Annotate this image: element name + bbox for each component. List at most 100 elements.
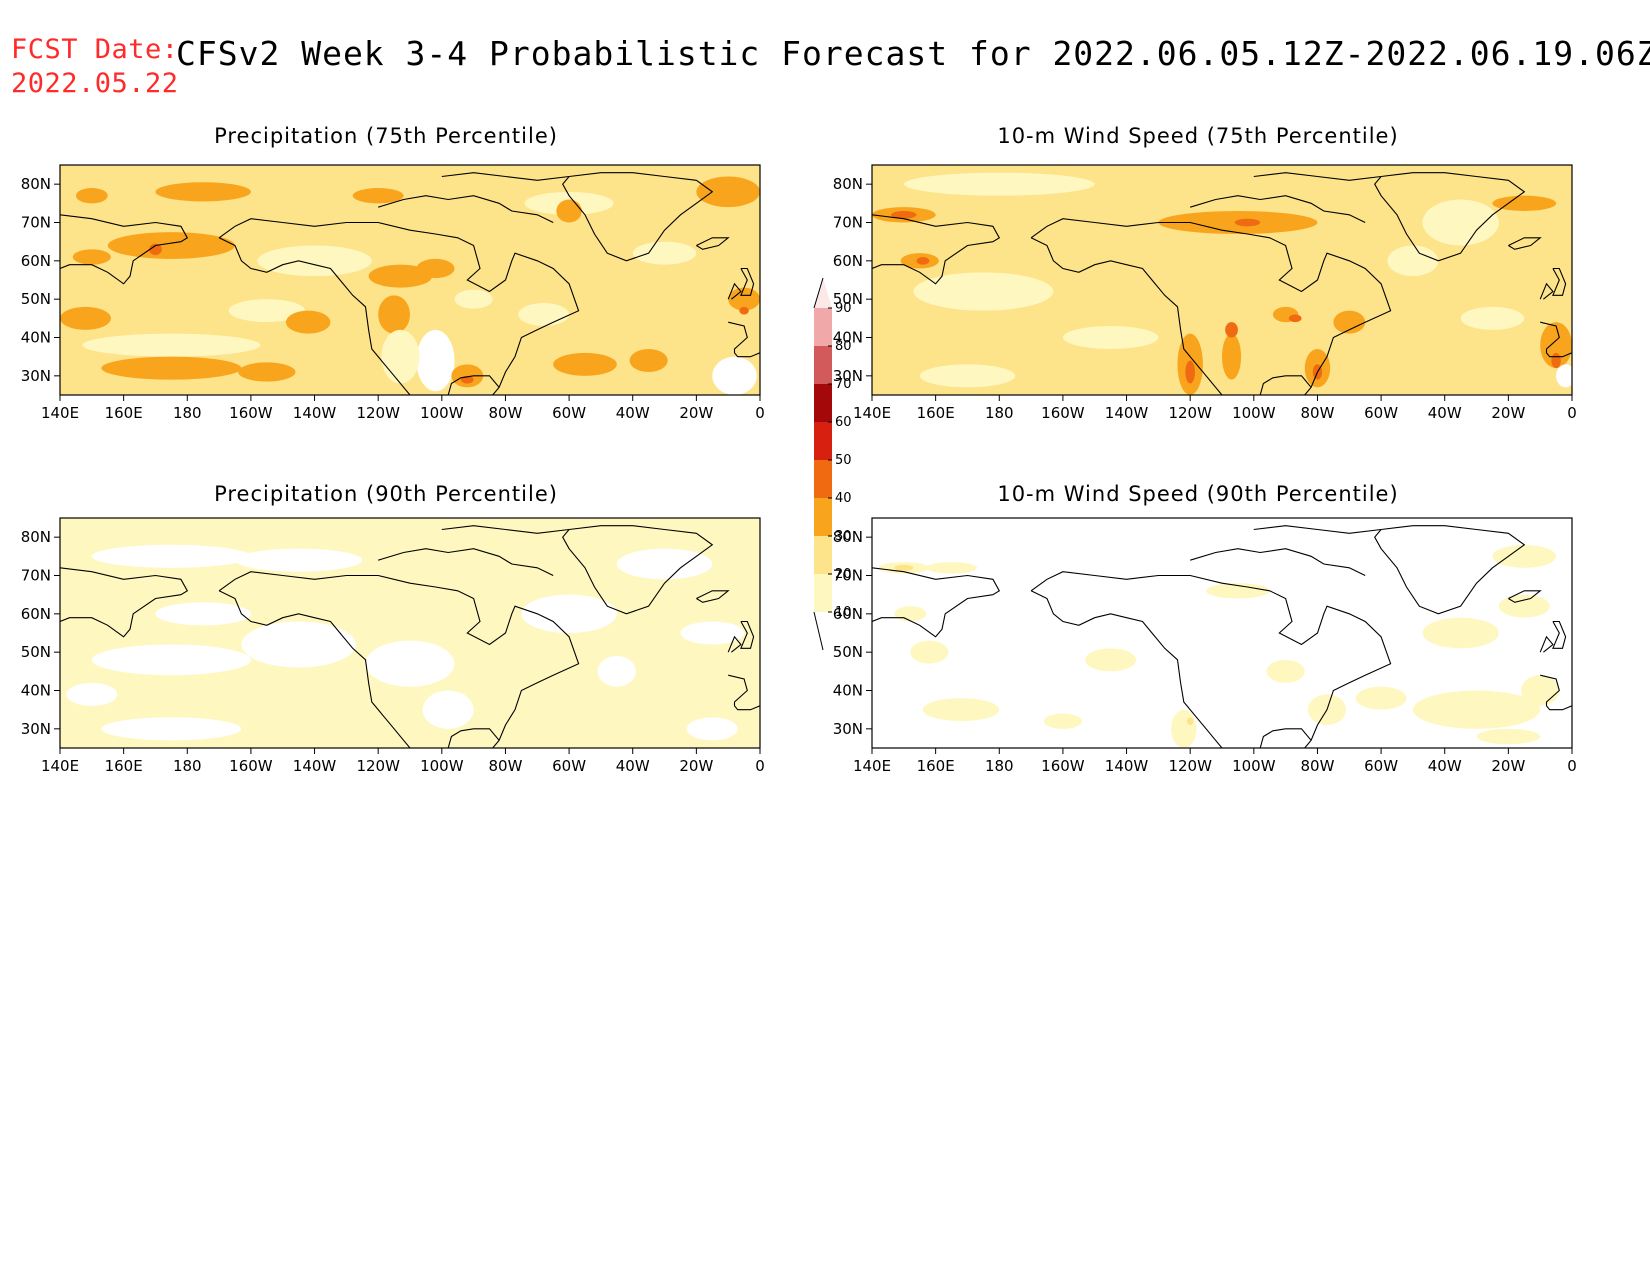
coastline bbox=[378, 548, 554, 576]
coastline bbox=[562, 525, 714, 615]
coastline bbox=[1190, 548, 1366, 576]
probability-region bbox=[155, 182, 251, 202]
y-tick-label: 30N bbox=[833, 720, 863, 738]
x-tick-label: 140W bbox=[293, 757, 337, 775]
coastline bbox=[60, 214, 189, 285]
x-tick-label: 0 bbox=[1567, 404, 1577, 422]
coastline bbox=[740, 267, 755, 296]
coastline bbox=[1374, 172, 1526, 262]
probability-region bbox=[72, 249, 111, 265]
x-tick-label: 100W bbox=[420, 757, 464, 775]
x-tick-label: 180 bbox=[173, 757, 202, 775]
x-tick-label: 100W bbox=[420, 404, 464, 422]
probability-region bbox=[1185, 360, 1195, 384]
colorbar-bin bbox=[814, 384, 832, 422]
probability-region bbox=[234, 548, 363, 572]
x-tick-label: 160W bbox=[229, 757, 273, 775]
y-tick-label: 70N bbox=[833, 214, 863, 232]
colorbar-tick-label: 60 bbox=[835, 415, 852, 430]
probability-region bbox=[1422, 199, 1499, 246]
forecast-date-value: 2022.05.22 bbox=[11, 68, 179, 99]
probability-region bbox=[910, 640, 949, 664]
x-tick-label: 60W bbox=[1364, 757, 1398, 775]
x-tick-label: 40W bbox=[616, 757, 650, 775]
x-tick-label: 0 bbox=[755, 404, 765, 422]
colorbar-bin bbox=[814, 536, 832, 574]
coastline bbox=[1030, 218, 1392, 395]
coastline bbox=[1508, 237, 1542, 250]
x-tick-label: 160E bbox=[105, 757, 143, 775]
probability-region bbox=[1422, 617, 1499, 649]
x-tick-label: 160W bbox=[1041, 404, 1085, 422]
x-tick-label: 20W bbox=[1491, 404, 1525, 422]
probability-region bbox=[368, 264, 433, 288]
probability-region bbox=[616, 548, 713, 580]
coastline bbox=[1540, 674, 1572, 711]
probability-region bbox=[1266, 659, 1305, 683]
probability-region bbox=[1043, 713, 1082, 729]
probability-region bbox=[926, 562, 977, 574]
x-tick-label: 120W bbox=[356, 757, 400, 775]
x-tick-label: 80W bbox=[488, 404, 522, 422]
y-tick-label: 30N bbox=[21, 720, 51, 738]
y-tick-label: 80N bbox=[21, 528, 51, 546]
colorbar-tick-label: 40 bbox=[835, 491, 852, 506]
y-tick-label: 50N bbox=[833, 290, 863, 308]
x-tick-label: 160W bbox=[1041, 757, 1085, 775]
probability-region bbox=[680, 621, 745, 645]
y-tick-label: 60N bbox=[833, 605, 863, 623]
x-tick-label: 80W bbox=[488, 757, 522, 775]
probability-region bbox=[1355, 686, 1407, 710]
coastline bbox=[1190, 195, 1366, 223]
coastline bbox=[1030, 590, 1223, 748]
coastline bbox=[727, 282, 742, 300]
y-tick-label: 30N bbox=[833, 367, 863, 385]
probability-region bbox=[1333, 310, 1366, 334]
colorbar-bin bbox=[814, 574, 832, 612]
coastline bbox=[441, 172, 570, 181]
probability-region bbox=[712, 356, 757, 395]
map-panel-precip90: 140E 160E 180 160W 140W 120W 100W 80W 60W 40W 20W 0… bbox=[0, 517, 765, 778]
panel-title-wind75: 10-m Wind Speed (75th Percentile) bbox=[997, 124, 1399, 148]
probability-region bbox=[913, 272, 1054, 311]
probability-region bbox=[553, 352, 617, 376]
coastline bbox=[1539, 282, 1554, 300]
y-tick-label: 80N bbox=[21, 175, 51, 193]
x-tick-label: 120W bbox=[356, 404, 400, 422]
coastline bbox=[727, 635, 742, 653]
coastline bbox=[441, 525, 570, 534]
probability-region bbox=[1556, 364, 1572, 388]
x-tick-label: 20W bbox=[1491, 757, 1525, 775]
x-tick-label: 160E bbox=[105, 404, 143, 422]
x-tick-label: 140W bbox=[1105, 404, 1149, 422]
x-tick-label: 40W bbox=[1428, 404, 1462, 422]
probability-region bbox=[894, 606, 927, 622]
colorbar-tick-label: 30 bbox=[835, 529, 852, 544]
probability-shading bbox=[872, 172, 1572, 395]
panel-title-precip90: Precipitation (90th Percentile) bbox=[214, 482, 558, 506]
probability-region bbox=[1521, 675, 1560, 706]
probability-region bbox=[894, 564, 914, 571]
coastline bbox=[696, 590, 730, 603]
probability-region bbox=[149, 243, 162, 256]
coastline bbox=[447, 728, 500, 748]
x-tick-label: 120W bbox=[1168, 404, 1212, 422]
probability-shading bbox=[872, 525, 1572, 748]
probability-region bbox=[1234, 218, 1261, 227]
probability-region bbox=[728, 287, 760, 311]
coastline bbox=[1374, 525, 1526, 615]
colorbar-bin bbox=[814, 346, 832, 384]
x-tick-label: 100W bbox=[1232, 757, 1276, 775]
coastline bbox=[1253, 172, 1382, 181]
coastline bbox=[218, 590, 411, 748]
colorbar-arrow-edge bbox=[813, 277, 824, 309]
x-tick-label: 100W bbox=[1232, 404, 1276, 422]
probability-region bbox=[1540, 322, 1572, 369]
probability-region bbox=[739, 306, 749, 315]
probability-region bbox=[66, 682, 118, 706]
probability-region bbox=[381, 329, 420, 384]
probability-region bbox=[922, 698, 1000, 722]
probability-region bbox=[416, 329, 455, 392]
x-tick-label: 180 bbox=[173, 404, 202, 422]
x-tick-label: 20W bbox=[679, 757, 713, 775]
